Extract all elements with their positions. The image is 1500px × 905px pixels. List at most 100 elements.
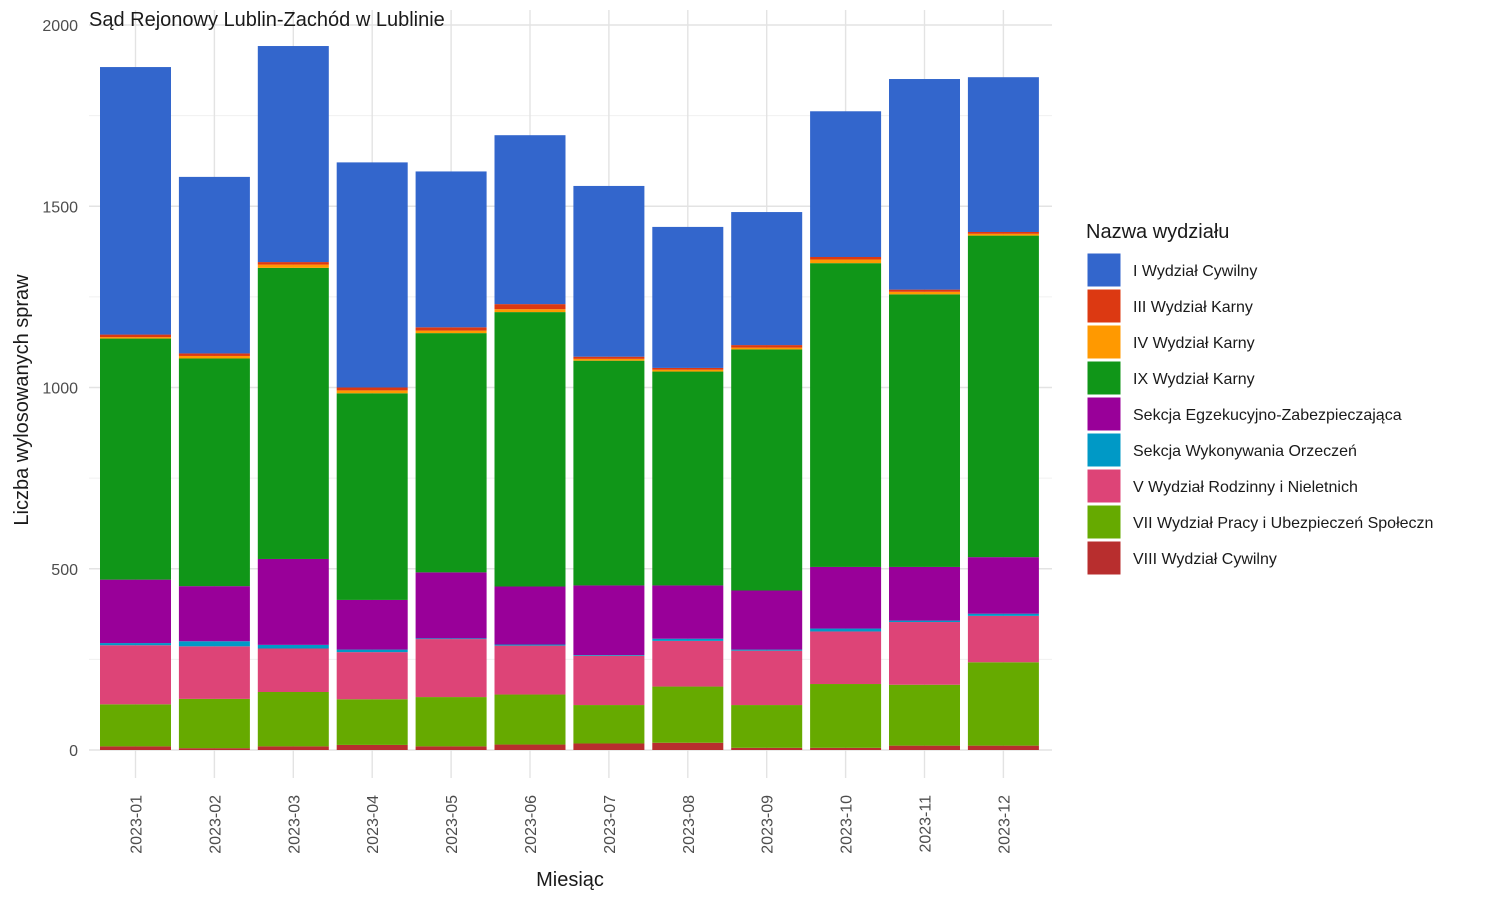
bar-segment [810, 628, 882, 632]
bar-segment [573, 705, 645, 744]
bar-segment [100, 338, 171, 580]
bar-segment [494, 586, 566, 645]
bar-segment [731, 347, 803, 350]
x-tick-label: 2023-08 [681, 795, 698, 854]
bar-segment [336, 387, 408, 391]
bar-segment [415, 333, 487, 573]
bar-segment [889, 291, 960, 295]
bar-segment [257, 692, 329, 747]
bar-segment [652, 742, 724, 750]
bar-segment [494, 645, 566, 695]
bar-segment [810, 631, 882, 685]
bar-segment [336, 162, 408, 388]
bar-segment [652, 585, 724, 639]
bar-segment [652, 638, 724, 641]
bar-segment [415, 171, 487, 328]
bar-segment [810, 263, 882, 567]
bar-segment [573, 356, 645, 359]
y-tick-label: 1500 [42, 199, 78, 216]
bar-segment [178, 646, 250, 699]
bar-segment [178, 748, 250, 750]
bar-segment [889, 79, 960, 290]
legend-label: Sekcja Wykonywania Orzeczeń [1133, 443, 1357, 460]
bar-segment [415, 697, 487, 747]
bar-segment [731, 705, 803, 748]
bar-segment [810, 257, 882, 260]
bar-segment [652, 369, 724, 372]
legend-label: VIII Wydział Cywilny [1133, 551, 1277, 568]
bar-segment [573, 585, 645, 656]
x-axis: 2023-01 2023-02 2023-03 2023-04 2023-05 2023-… [129, 795, 1014, 854]
legend-swatch [1086, 396, 1122, 432]
legend-label: IX Wydział Karny [1133, 371, 1255, 388]
legend-swatch [1086, 504, 1122, 540]
bar-segment [731, 349, 803, 591]
bar-segment [731, 747, 803, 750]
x-axis-title: Miesiąc [536, 869, 604, 891]
legend-swatch [1086, 468, 1122, 504]
x-tick-label: 2023-07 [602, 795, 619, 854]
legend-swatch [1086, 252, 1122, 288]
bar-segment [100, 746, 171, 750]
bar-segment [889, 289, 960, 292]
bar-segment [889, 622, 960, 685]
bar-segment [178, 641, 250, 647]
bar-segment [178, 355, 250, 359]
bar-segment [415, 639, 487, 698]
bar-segment [731, 212, 803, 346]
x-tick-label: 2023-10 [839, 795, 856, 854]
legend-swatch [1086, 288, 1122, 324]
bar-segment [415, 327, 487, 331]
bar-segment [573, 360, 645, 586]
x-tick-label: 2023-09 [760, 795, 777, 854]
bar-segment [257, 746, 329, 750]
bar-segment [336, 652, 408, 700]
bar-segment [652, 640, 724, 687]
bar-segment [967, 235, 1039, 558]
legend-swatch [1086, 540, 1122, 576]
bar-segment [494, 304, 566, 310]
legend-swatch [1086, 360, 1122, 396]
legend-title: Nazwa wydziału [1086, 221, 1229, 243]
bar-segment [100, 704, 171, 747]
bar-segment [100, 67, 171, 335]
legend-label: III Wydział Karny [1133, 299, 1253, 316]
bar-segment [494, 309, 566, 313]
bar-segment [336, 390, 408, 394]
bar-segment [100, 337, 171, 339]
bar-segment [810, 684, 882, 748]
bar-segment [889, 566, 960, 621]
bar-segment [573, 655, 645, 656]
bar-segment [889, 684, 960, 746]
x-tick-label: 2023-05 [444, 795, 461, 854]
bar-segment [967, 557, 1039, 614]
bar-segment [967, 662, 1039, 746]
bar-segment [652, 686, 724, 743]
bar-segment [257, 558, 329, 645]
bar-segment [257, 46, 329, 263]
bar-segment [967, 745, 1039, 750]
y-axis: 0 500 1000 1500 2000 [42, 18, 78, 760]
bar-segment [100, 579, 171, 644]
bar-segment [257, 648, 329, 692]
bar-segment [336, 649, 408, 653]
legend-label: VII Wydział Pracy i Ubezpieczeń Społeczn [1133, 515, 1433, 532]
bars [100, 46, 1039, 750]
bar-segment [810, 111, 882, 258]
bar-segment [731, 650, 803, 706]
bar-segment [810, 259, 882, 264]
bar-segment [415, 638, 487, 640]
bar-segment [494, 312, 566, 587]
x-tick-label: 2023-03 [286, 795, 303, 854]
bar-segment [100, 334, 171, 338]
bar-segment [336, 393, 408, 600]
x-tick-label: 2023-01 [129, 795, 146, 854]
bar-segment [810, 747, 882, 750]
bar-segment [178, 176, 250, 354]
y-tick-label: 500 [51, 562, 78, 579]
bar-segment [178, 353, 250, 356]
bar-segment [573, 655, 645, 706]
y-axis-title: Liczba wylosowanych spraw [11, 274, 33, 526]
bar-segment [257, 262, 329, 265]
y-tick-label: 1000 [42, 381, 78, 398]
